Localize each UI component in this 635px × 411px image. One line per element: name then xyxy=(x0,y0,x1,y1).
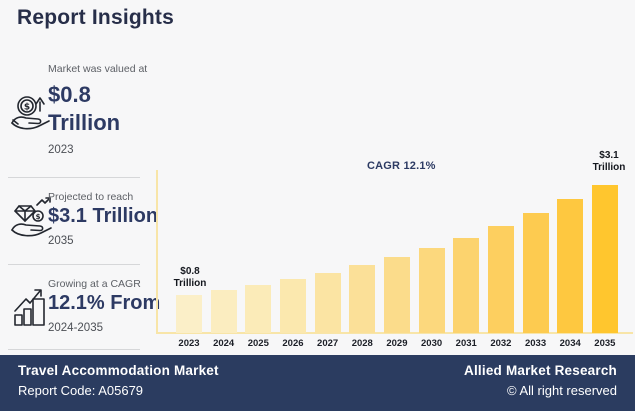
footer-bar: Travel Accommodation Market Report Code:… xyxy=(0,355,635,411)
x-tick-2026: 2026 xyxy=(282,338,304,349)
divider xyxy=(8,177,140,178)
x-tick-2027: 2027 xyxy=(317,338,339,349)
hand-coin-arrow-icon: $ xyxy=(9,92,53,134)
divider xyxy=(8,264,140,265)
stat-value-line1: $3.1 Trillion xyxy=(48,205,159,227)
stat-period: 2023 xyxy=(48,144,74,156)
svg-text:$: $ xyxy=(24,103,30,113)
stat-value-line2: Trillion xyxy=(48,110,121,135)
stat-projected-2035: $ Projected to reach $3.1 Trillion 2035 xyxy=(8,177,158,264)
first-bar-value-label: $0.8 Trillion xyxy=(161,266,219,290)
stat-period: 2024-2035 xyxy=(48,322,103,334)
x-tick-2032: 2032 xyxy=(490,338,512,349)
footer-copyright: © All right reserved xyxy=(506,383,617,398)
chart-bars xyxy=(158,171,633,333)
bar-2023 xyxy=(176,295,202,333)
bar-2031 xyxy=(453,238,480,333)
stat-period: 2035 xyxy=(48,235,74,247)
last-bar-value-label: $3.1 Trillion xyxy=(580,150,635,174)
last-bar-value-line2: Trillion xyxy=(592,162,626,173)
last-bar-value-line1: $3.1 xyxy=(599,150,619,161)
x-tick-2028: 2028 xyxy=(351,338,373,349)
bar-2030 xyxy=(418,248,445,333)
divider xyxy=(8,349,140,350)
svg-text:$: $ xyxy=(36,213,41,221)
x-tick-2023: 2023 xyxy=(178,338,200,349)
bar-2024 xyxy=(210,290,237,333)
x-tick-2033: 2033 xyxy=(524,338,547,349)
stat-label: Market was valued at xyxy=(48,63,148,75)
bar-2025 xyxy=(245,285,272,333)
x-tick-2024: 2024 xyxy=(213,338,235,349)
footer-report-code: Report Code: A05679 xyxy=(18,383,144,398)
bar-2028 xyxy=(349,265,376,333)
chart-axes xyxy=(156,170,633,334)
stat-label: Projected to reach xyxy=(48,191,134,203)
cagr-annotation: CAGR 12.1% xyxy=(367,160,436,172)
x-tick-2029: 2029 xyxy=(386,338,408,349)
stat-cagr: Growing at a CAGR 12.1% From 2024-2035 xyxy=(8,264,160,349)
x-tick-2030: 2030 xyxy=(421,338,443,349)
growth-bars-arrow-icon xyxy=(12,286,50,328)
x-tick-2031: 2031 xyxy=(455,338,477,349)
bar-2026 xyxy=(279,279,306,333)
bar-2035 xyxy=(591,185,618,333)
stat-label: Growing at a CAGR xyxy=(48,278,141,290)
first-bar-value-line2: Trillion xyxy=(173,278,207,289)
stat-value-line1: $0.8 xyxy=(48,82,91,107)
bar-2029 xyxy=(383,257,410,333)
bar-2032 xyxy=(487,226,514,333)
footer-brand: Allied Market Research xyxy=(464,363,617,378)
x-tick-2035: 2035 xyxy=(594,338,616,349)
stat-value-line1: 12.1% From xyxy=(48,292,161,314)
first-bar-value-line1: $0.8 xyxy=(180,266,200,277)
chart-x-axis-labels: 2023 2024 2025 2026 2027 2028 2029 2030 2031 2032… xyxy=(158,338,633,349)
stat-market-value-2023: $ Market was valued at $0.8 Trillion 202… xyxy=(8,56,154,176)
page-title: Report Insights xyxy=(17,6,175,29)
bar-2027 xyxy=(314,273,341,333)
x-tick-2034: 2034 xyxy=(559,338,581,349)
x-tick-2025: 2025 xyxy=(247,338,269,349)
hand-diamond-arrow-icon: $ xyxy=(9,197,55,241)
bar-2034 xyxy=(557,199,584,333)
footer-market-name: Travel Accommodation Market xyxy=(18,363,219,378)
bar-2033 xyxy=(522,213,549,333)
